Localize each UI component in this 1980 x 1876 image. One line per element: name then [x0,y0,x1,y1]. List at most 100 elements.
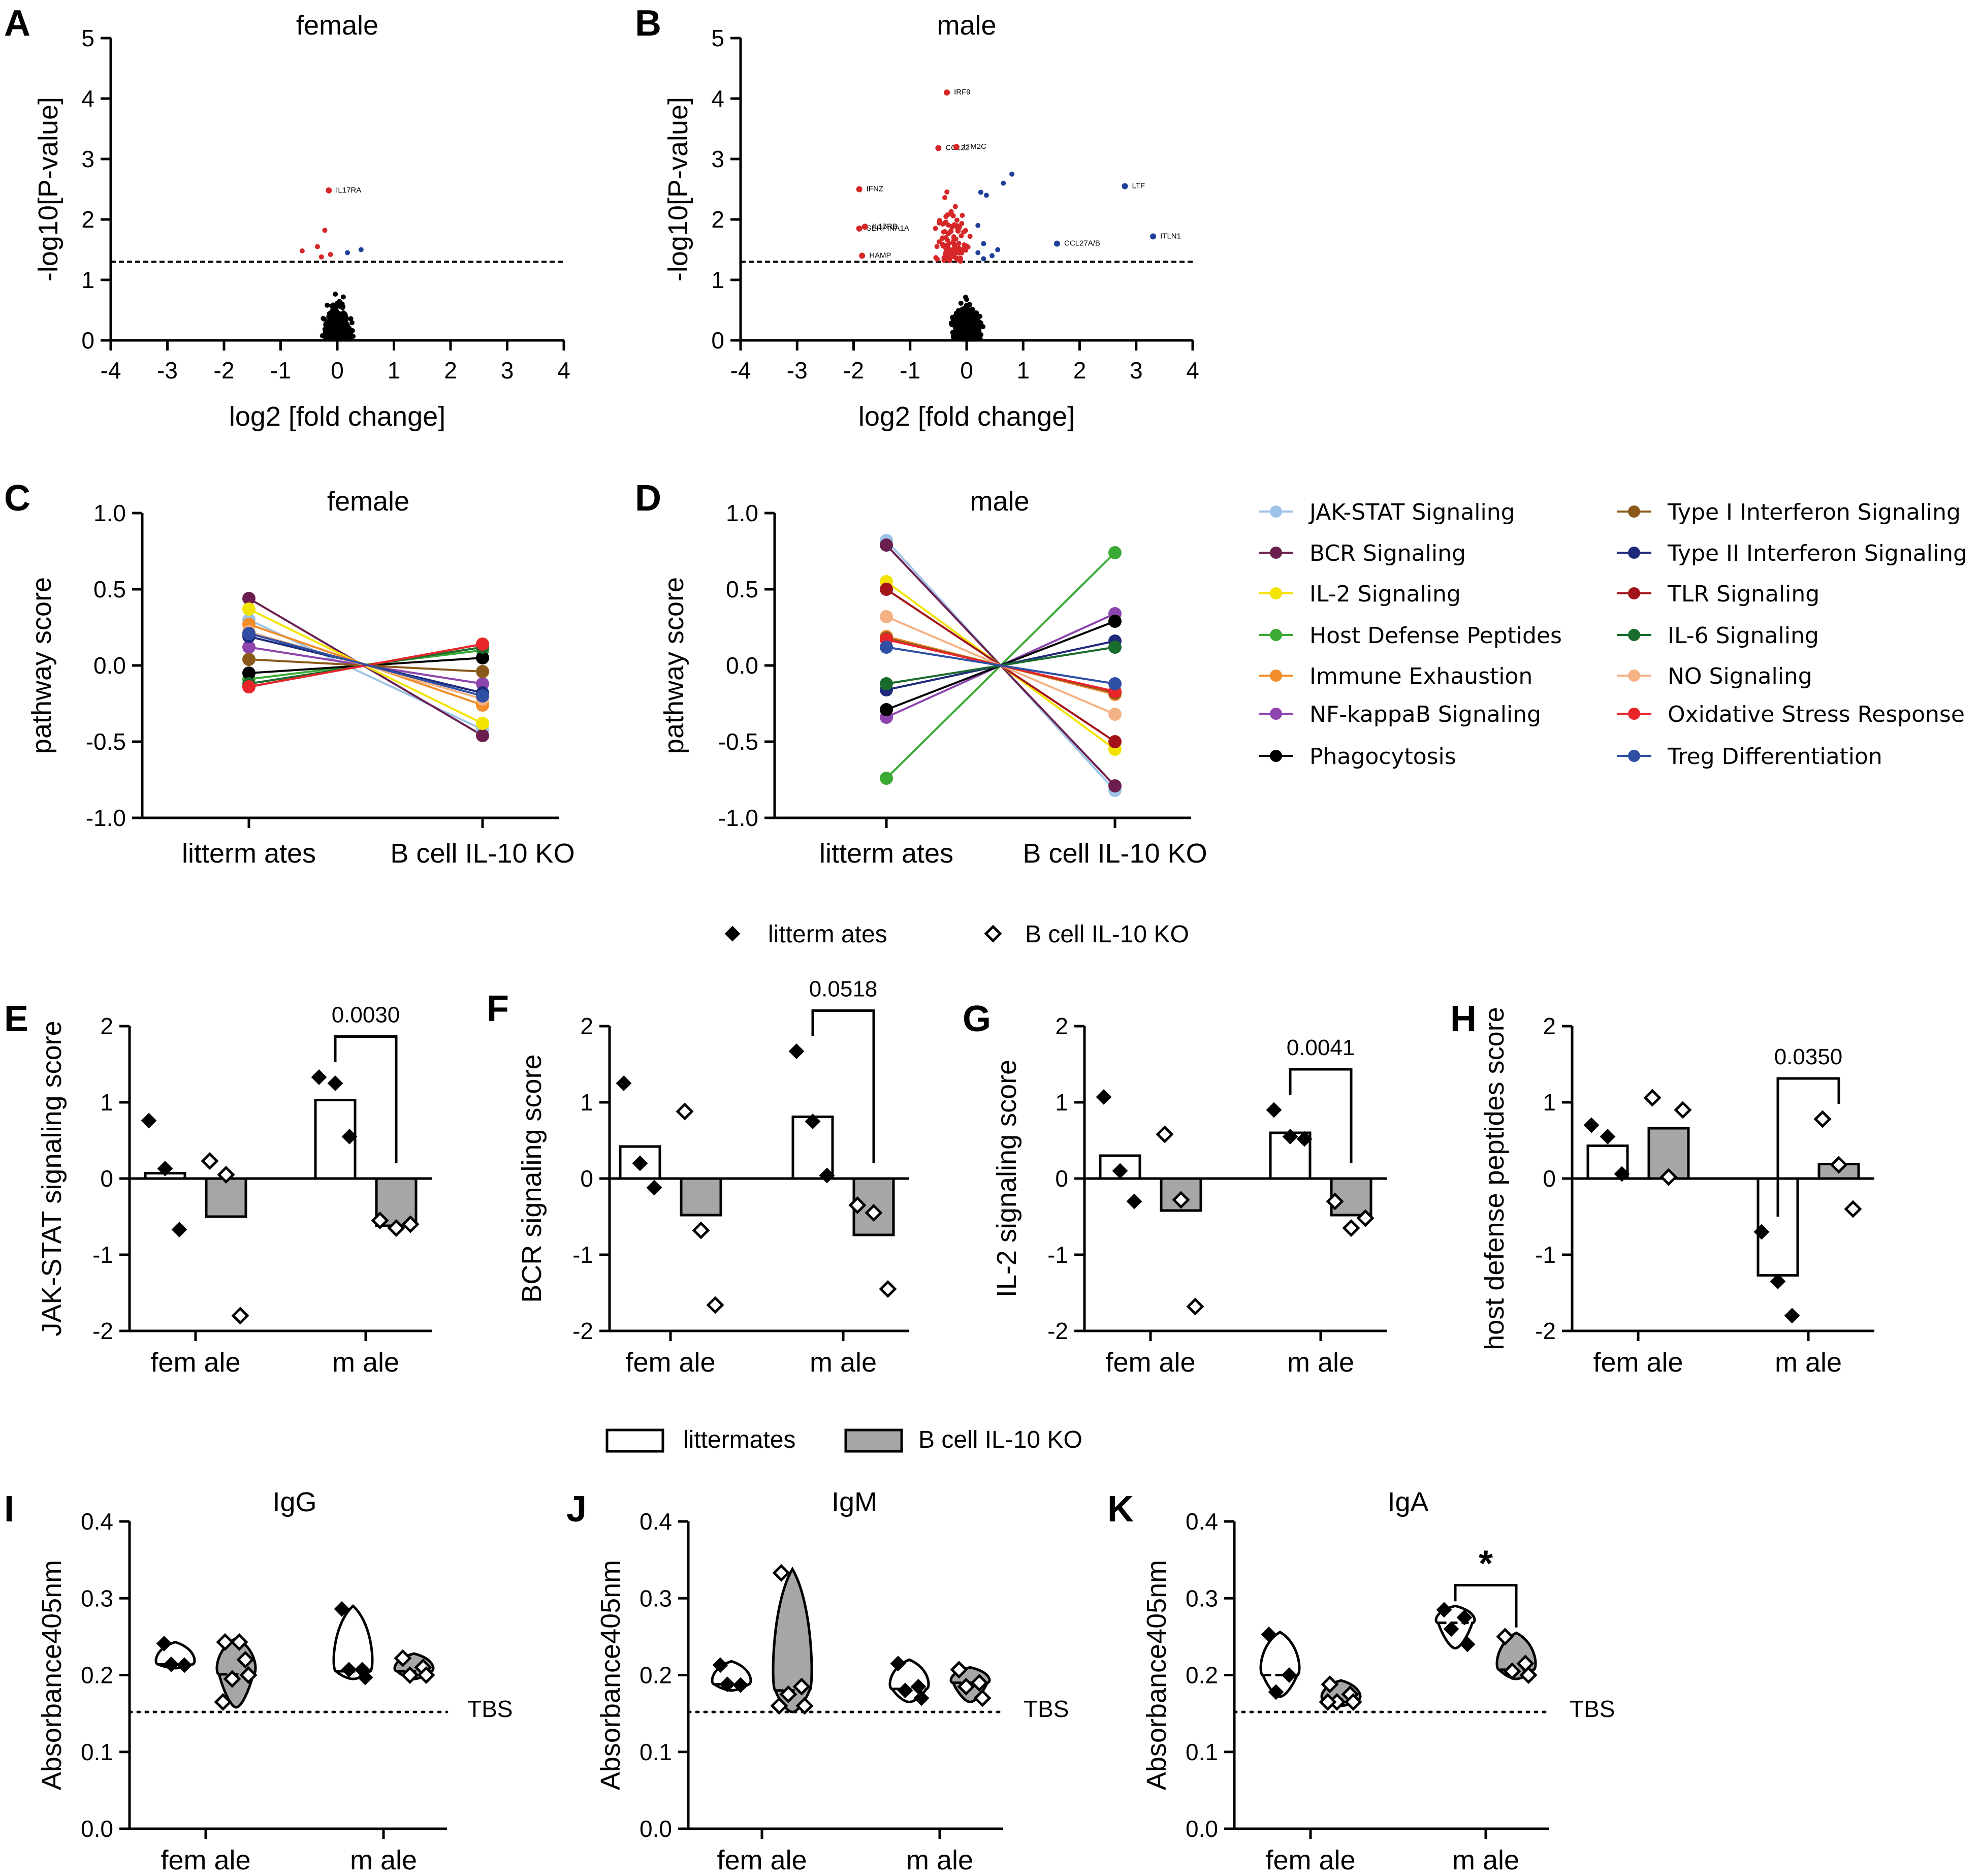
bar-E-y-tick-label: -2 [92,1318,113,1344]
volcano-B-sig-down-point [956,225,962,231]
volcano-B-sig-up-point [978,189,983,195]
volcano-B-point [961,335,967,341]
volcano-B-x-tick-label: -2 [843,357,864,384]
bar-F-data-point [616,1075,632,1091]
violin-K-category-label: fem ale [1265,1845,1355,1875]
bar-F-p-value: 0.0518 [809,977,878,1002]
volcano-B-labeled-point [1150,233,1157,240]
volcano-B-sig-up-point [1009,171,1014,177]
bar-E-data-point [231,1307,249,1325]
volcano-B-sig-down-point [963,247,969,253]
violin-K-data-point [1436,1602,1452,1618]
violin-K-y-label: Absorbance405nm [1141,1560,1172,1790]
pathway-C-series-point [242,602,256,616]
pathway-legend: JAK-STAT Signaling BCR Signaling IL-2 Sign… [605,499,1967,1453]
volcano-B-x-tick-label: 2 [1073,357,1087,384]
bar-F-y-tick-label: 2 [580,1013,593,1039]
volcano-B-point [965,311,971,316]
volcano-B-point [968,333,973,339]
volcano-B-sig-down-point [963,228,968,233]
violin-J-y-tick-label: 0.3 [640,1585,672,1611]
volcano-A-point [347,331,353,336]
violin-I-y-tick-label: 0.1 [81,1739,113,1765]
bar-H-data-point [1844,1200,1862,1218]
bar-H-data-point [1614,1166,1630,1182]
volcano-A-title: female [296,10,378,41]
volcano-A-sig-down-point [299,248,305,253]
volcano-A-point [349,320,355,326]
volcano-B-gene-label: HAMP [869,251,891,260]
volcano-A-sig-down-point [318,254,324,260]
volcano-A-point [335,328,341,334]
bar-G-category-label: fem ale [1105,1347,1195,1378]
volcano-B-point [963,294,968,300]
pathway-D-series-point [880,610,893,623]
volcano-A-x-tick-label: -3 [157,357,178,384]
pathway-D-y-label: pathway score [659,577,689,754]
volcano-B-sig-down-point [940,236,945,241]
violin-J-data-point [970,1674,988,1692]
legend-label: BCR Signaling [1310,540,1466,566]
bar-G-y-tick-label: -1 [1047,1242,1068,1268]
bar-E-data-point [341,1129,358,1144]
violin-K-y-tick-label: 0.4 [1186,1508,1218,1535]
legend-marker [1628,629,1640,641]
bar-F-y-tick-label: 1 [580,1089,593,1116]
panel-letter-C: C [4,478,30,519]
volcano-B-sig-up-point [975,222,981,228]
volcano-B-x-tick-label: 1 [1016,357,1030,384]
bar-H-category-label: m ale [1775,1347,1842,1378]
violin-I-data-point [357,1669,373,1686]
bar-F-y-label: BCR signaling score [517,1054,547,1302]
violin-I-data-point [239,1666,258,1684]
volcano-B-gene-label: ITLN1 [1160,232,1181,240]
panel-letter-J: J [566,1489,587,1530]
volcano-B-sig-down-point [959,233,964,239]
bar-E-y-label: JAK-STAT signaling score [37,1021,67,1336]
panel-letter-F: F [487,989,509,1029]
panel-letters: A B C D E F G H I J K [4,3,1477,1530]
bar-H-y-tick-label: 0 [1543,1165,1556,1192]
volcano-B-sig-down-point [952,204,958,209]
legend-marker [1270,670,1282,682]
bar-H-y-tick-label: -1 [1535,1242,1556,1268]
volcano-B-point [956,336,962,342]
volcano-A-x-tick-label: -4 [101,357,121,384]
legend-label: IL-6 Signaling [1668,623,1819,649]
bar-F-data-point [819,1167,835,1184]
legend-open-diamond [984,925,1002,943]
legend-marker [1628,670,1640,682]
volcano-B-labeled-point [859,252,866,259]
absorbance-violin-plots: IgG 0.0 0.1 0.2 0.3 0.4 fem ale m ale Absorbance… [37,1487,1615,1875]
volcano-A-point [336,301,342,307]
volcano-A-x-tick-label: -2 [214,357,235,384]
violin-J-data-point [770,1697,788,1715]
bar-E-category-label: m ale [332,1347,399,1378]
violin-J-data-point [897,1682,913,1699]
violin-J-y-tick-label: 0.0 [640,1816,672,1842]
violin-J-category-label: m ale [906,1845,973,1875]
volcano-B-gene-label: IRF9 [954,88,971,97]
bar-F-data-point [676,1102,694,1121]
violin-I-y-tick-label: 0.3 [81,1585,113,1611]
volcano-B-y-tick-label: 5 [711,25,724,51]
panel-letter-D: D [635,478,661,519]
volcano-A-y-tick-label: 1 [81,267,94,293]
volcano-B-sig-down-point [946,231,951,236]
violin-I-data-point [236,1650,254,1669]
bar-E-data-point [201,1152,219,1170]
pathway-C-series-point [242,641,256,654]
violin-I-violin [332,1604,374,1680]
volcano-B-sig-up-point [975,250,981,256]
violin-J-data-point [719,1676,736,1693]
volcano-B-point [977,313,983,319]
pathway-D-y-tick-label: 0.0 [726,652,758,679]
bar-H-y-tick-label: -2 [1535,1318,1556,1344]
violin-I-data-point [401,1666,419,1684]
volcano-B-sig-down-point [954,217,960,223]
pathway-D-y-tick-label: -0.5 [718,728,758,755]
legend-label: NO Signaling [1668,663,1812,689]
violin-I-y-tick-label: 0.2 [81,1662,113,1689]
bar-H-data-point [1784,1308,1800,1324]
pathway-C-series-point [242,653,256,666]
